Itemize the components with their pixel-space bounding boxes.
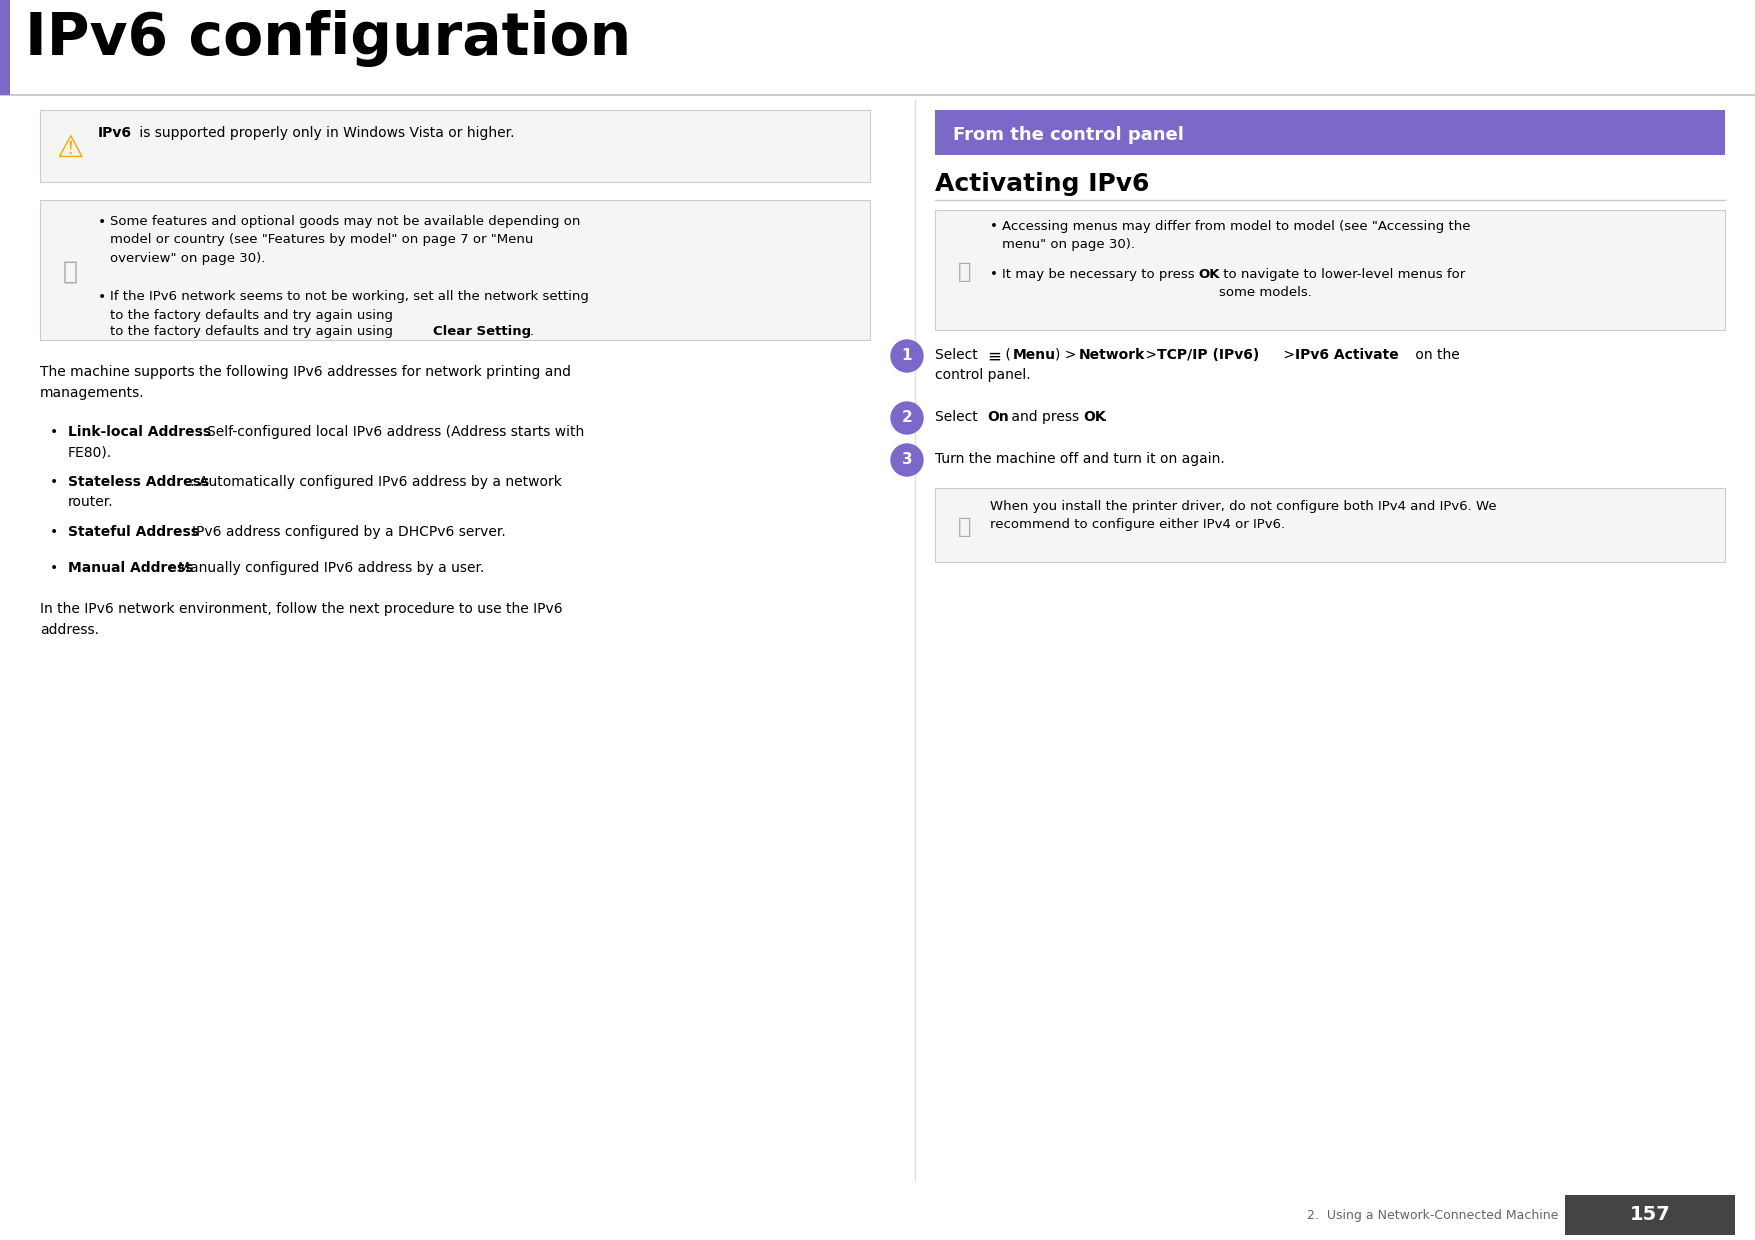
Text: >: > bbox=[1279, 348, 1299, 362]
Text: Select: Select bbox=[935, 348, 983, 362]
Text: : Self-configured local IPv6 address (Address starts with: : Self-configured local IPv6 address (Ad… bbox=[198, 425, 584, 439]
Text: 3: 3 bbox=[902, 453, 913, 467]
Text: In the IPv6 network environment, follow the next procedure to use the IPv6
addre: In the IPv6 network environment, follow … bbox=[40, 601, 563, 636]
Text: >: > bbox=[1141, 348, 1162, 362]
Text: router.: router. bbox=[68, 495, 114, 508]
Text: 2.  Using a Network-Connected Machine: 2. Using a Network-Connected Machine bbox=[1307, 1209, 1558, 1221]
Bar bbox=[0, 0, 11, 95]
Text: Accessing menus may differ from model to model (see "Accessing the
menu" on page: Accessing menus may differ from model to… bbox=[1002, 219, 1471, 250]
Text: : Automatically configured IPv6 address by a network: : Automatically configured IPv6 address … bbox=[190, 475, 562, 489]
Text: IPv6 Activate: IPv6 Activate bbox=[1295, 348, 1399, 362]
Bar bbox=[1565, 1195, 1736, 1235]
Text: .: . bbox=[1102, 410, 1107, 424]
Text: Select: Select bbox=[935, 410, 983, 424]
Circle shape bbox=[892, 340, 923, 372]
Text: 2: 2 bbox=[902, 410, 913, 425]
Text: OK: OK bbox=[1083, 410, 1106, 424]
Text: •: • bbox=[990, 268, 999, 281]
Text: •: • bbox=[49, 425, 58, 439]
Text: Stateless Address: Stateless Address bbox=[68, 475, 209, 489]
Text: Activating IPv6: Activating IPv6 bbox=[935, 172, 1150, 196]
Text: Turn the machine off and turn it on again.: Turn the machine off and turn it on agai… bbox=[935, 453, 1225, 466]
Text: When you install the printer driver, do not configure both IPv4 and IPv6. We
rec: When you install the printer driver, do … bbox=[990, 500, 1497, 531]
Circle shape bbox=[892, 402, 923, 434]
Text: 157: 157 bbox=[1630, 1205, 1671, 1225]
Text: FE80).: FE80). bbox=[68, 445, 112, 459]
Bar bbox=[40, 110, 870, 182]
Text: •: • bbox=[49, 525, 58, 539]
Text: TCP/IP (IPv6): TCP/IP (IPv6) bbox=[1157, 348, 1260, 362]
Text: 📝: 📝 bbox=[958, 517, 972, 537]
Text: Stateful Address: Stateful Address bbox=[68, 525, 198, 539]
Text: to navigate to lower-level menus for
some models.: to navigate to lower-level menus for som… bbox=[1220, 268, 1465, 299]
Text: Manual Address: Manual Address bbox=[68, 560, 193, 575]
Text: The machine supports the following IPv6 addresses for network printing and
manag: The machine supports the following IPv6 … bbox=[40, 365, 570, 399]
Text: IPv6 configuration: IPv6 configuration bbox=[25, 10, 632, 67]
Bar bbox=[935, 210, 1725, 330]
Text: •: • bbox=[98, 215, 107, 229]
Text: on the: on the bbox=[1411, 348, 1460, 362]
Text: •: • bbox=[49, 560, 58, 575]
Text: Some features and optional goods may not be available depending on
model or coun: Some features and optional goods may not… bbox=[111, 215, 581, 265]
Text: and press: and press bbox=[1007, 410, 1083, 424]
Bar bbox=[40, 200, 870, 340]
Text: .: . bbox=[530, 325, 534, 339]
Text: •: • bbox=[990, 219, 999, 233]
Text: On: On bbox=[986, 410, 1009, 424]
Text: Network: Network bbox=[1079, 348, 1146, 362]
Text: ≡: ≡ bbox=[986, 348, 1000, 366]
Circle shape bbox=[892, 444, 923, 476]
Text: If the IPv6 network seems to not be working, set all the network setting
to the : If the IPv6 network seems to not be work… bbox=[111, 290, 590, 321]
Text: •: • bbox=[98, 290, 107, 304]
Text: Link-local Address: Link-local Address bbox=[68, 425, 211, 439]
Text: to the factory defaults and try again using: to the factory defaults and try again us… bbox=[111, 325, 397, 339]
Text: is supported properly only in Windows Vista or higher.: is supported properly only in Windows Vi… bbox=[135, 126, 514, 140]
Text: control panel.: control panel. bbox=[935, 368, 1030, 382]
Text: ⚠: ⚠ bbox=[56, 134, 84, 162]
Text: : Manually configured IPv6 address by a user.: : Manually configured IPv6 address by a … bbox=[168, 560, 484, 575]
Text: Menu: Menu bbox=[1013, 348, 1057, 362]
Text: (: ( bbox=[1000, 348, 1011, 362]
Text: OK: OK bbox=[1199, 268, 1220, 281]
Text: : IPv6 address configured by a DHCPv6 server.: : IPv6 address configured by a DHCPv6 se… bbox=[183, 525, 505, 539]
Text: •: • bbox=[49, 475, 58, 489]
Bar bbox=[935, 110, 1725, 155]
Bar bbox=[935, 489, 1725, 562]
Text: From the control panel: From the control panel bbox=[953, 126, 1185, 144]
Text: Clear Setting: Clear Setting bbox=[433, 325, 532, 339]
Text: It may be necessary to press: It may be necessary to press bbox=[1002, 268, 1199, 281]
Text: IPv6: IPv6 bbox=[98, 126, 132, 140]
Text: 📝: 📝 bbox=[63, 260, 77, 284]
Text: ) >: ) > bbox=[1055, 348, 1081, 362]
Text: 📝: 📝 bbox=[958, 262, 972, 281]
Text: 1: 1 bbox=[902, 348, 913, 363]
